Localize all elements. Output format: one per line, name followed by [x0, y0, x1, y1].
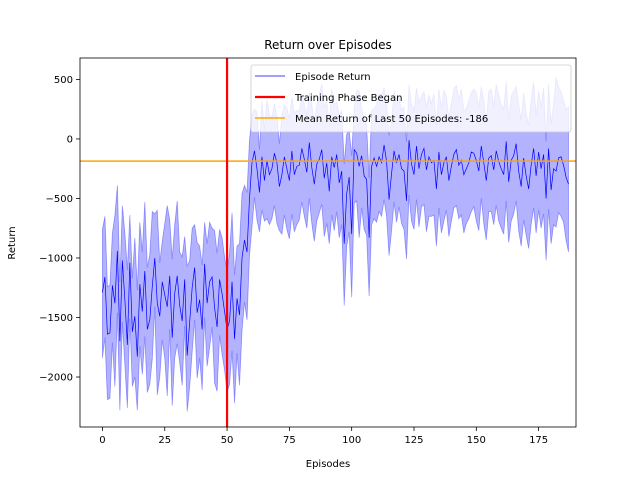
x-tick-label: 50	[221, 435, 234, 446]
y-tick-label: 500	[54, 75, 73, 86]
x-tick-label: 0	[99, 435, 105, 446]
x-tick-label: 175	[529, 435, 548, 446]
x-tick-label: 125	[404, 435, 423, 446]
y-tick-label: −2000	[39, 373, 73, 384]
legend-mean-return-label: Mean Return of Last 50 Episodes: -186	[295, 114, 488, 125]
x-tick-label: 100	[342, 435, 361, 446]
legend-box	[250, 64, 572, 133]
chart-title: Return over Episodes	[264, 38, 392, 52]
legend-episode-return-label: Episode Return	[295, 72, 371, 83]
x-tick-label: 75	[283, 435, 296, 446]
x-axis-label: Episodes	[306, 459, 350, 470]
plot-area	[80, 58, 576, 427]
y-tick-label: −1000	[39, 253, 73, 264]
y-axis-label: Return	[7, 226, 18, 259]
x-tick-label: 150	[467, 435, 486, 446]
legend: Episode Return Training Phase Began Mean…	[250, 64, 572, 133]
y-tick-label: −500	[46, 194, 73, 205]
legend-training-phase-label: Training Phase Began	[294, 93, 403, 104]
axes-frame	[79, 57, 577, 428]
axis-ticks: 0 25 50 75 100 125 150 175 −2000 −1500 −1000 −500 0 5…	[39, 75, 548, 446]
y-tick-label: 0	[67, 134, 73, 145]
x-tick-label: 25	[158, 435, 171, 446]
y-tick-label: −1500	[39, 313, 73, 324]
